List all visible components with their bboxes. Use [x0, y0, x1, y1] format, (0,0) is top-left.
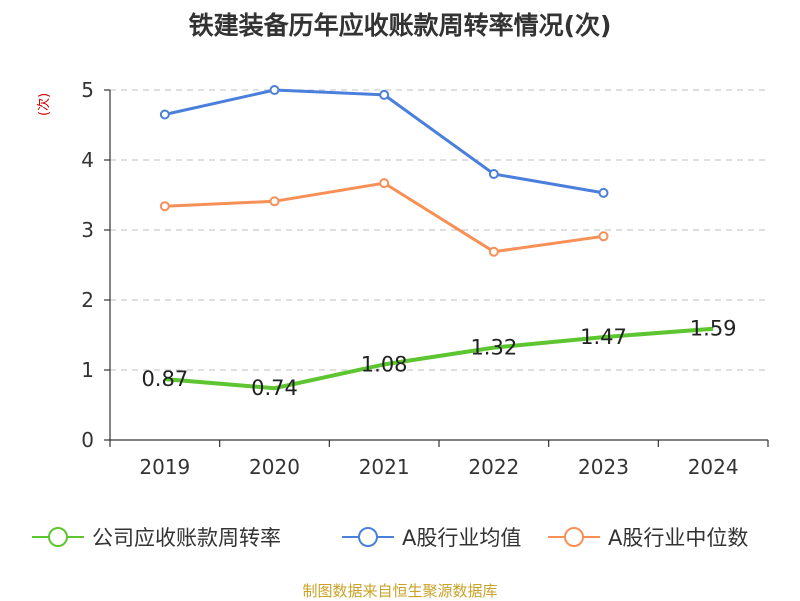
- y-tick-label: 4: [81, 148, 94, 172]
- legend-label: 公司应收账款周转率: [92, 526, 281, 550]
- y-tick-label: 0: [81, 428, 94, 452]
- data-label: 0.74: [251, 376, 298, 400]
- x-tick-label: 2021: [359, 455, 410, 479]
- legend-marker: [564, 527, 584, 547]
- series-line: [164, 88, 604, 195]
- series-line: [164, 326, 714, 391]
- data-point: [379, 178, 390, 189]
- data-label: 1.47: [580, 325, 627, 349]
- x-tick-label: 2024: [688, 455, 739, 479]
- legend-marker: [48, 527, 68, 547]
- data-label: 1.32: [470, 336, 517, 360]
- data-label: 1.08: [361, 352, 408, 376]
- legend-label: A股行业中位数: [608, 526, 748, 550]
- y-tick-label: 3: [81, 218, 94, 242]
- x-tick-label: 2023: [578, 455, 629, 479]
- data-source-note: 制图数据来自恒生聚源数据库: [302, 582, 498, 600]
- x-tick-label: 2019: [139, 455, 190, 479]
- legend-marker: [358, 527, 378, 547]
- data-label: 1.59: [690, 317, 737, 341]
- x-tick-label: 2022: [468, 455, 519, 479]
- data-point: [269, 196, 280, 207]
- chart-title: 铁建装备历年应收账款周转率情况(次): [188, 11, 612, 40]
- y-tick-label: 2: [81, 288, 94, 312]
- data-point: [159, 109, 170, 120]
- data-point: [379, 89, 390, 100]
- y-tick-label: 1: [81, 358, 94, 382]
- data-point: [488, 246, 499, 257]
- data-point: [598, 231, 609, 242]
- data-point: [159, 201, 170, 212]
- data-label: 0.87: [141, 367, 188, 391]
- y-tick-label: 5: [81, 78, 94, 102]
- x-tick-label: 2020: [249, 455, 300, 479]
- data-point: [488, 169, 499, 179]
- data-point: [598, 187, 609, 198]
- legend-label: A股行业均值: [402, 526, 521, 550]
- data-point: [269, 85, 280, 95]
- series-line: [164, 181, 604, 254]
